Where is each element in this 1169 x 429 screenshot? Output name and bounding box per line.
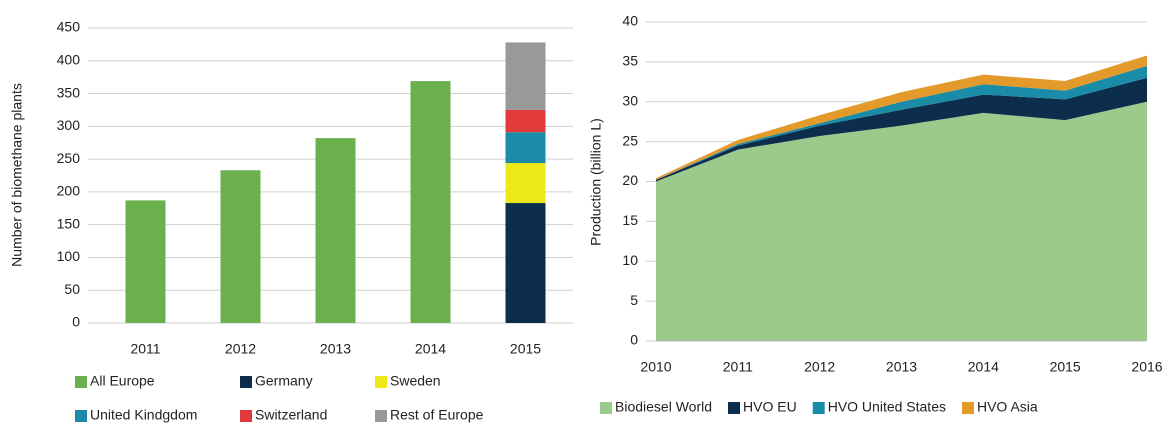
bar-segment xyxy=(505,109,546,133)
y-axis-label: Number of biomethane plants xyxy=(9,83,25,267)
area xyxy=(656,55,1147,180)
legend-swatch xyxy=(375,376,387,388)
y-tick-label: 40 xyxy=(622,13,638,29)
legend-label: Rest of Europe xyxy=(390,407,484,423)
legend-swatch xyxy=(812,402,825,414)
y-tick-label: 450 xyxy=(57,19,81,35)
y-tick-label: 35 xyxy=(622,53,638,69)
x-tick-label: 2015 xyxy=(1050,359,1081,375)
y-tick-label: 100 xyxy=(57,248,81,264)
x-tick-label: 2011 xyxy=(130,341,160,357)
x-tick-label: 2011 xyxy=(723,359,753,375)
legend-label: Germany xyxy=(255,373,313,389)
legend-swatch xyxy=(728,402,741,414)
bar-segment xyxy=(220,170,261,323)
legend-swatch xyxy=(240,410,252,422)
y-tick-label: 200 xyxy=(57,183,81,199)
x-tick-label: 2014 xyxy=(968,359,999,375)
y-tick-label: 250 xyxy=(57,150,81,166)
y-tick-label: 25 xyxy=(622,132,638,148)
x-tick-label: 2014 xyxy=(415,341,446,357)
legend-label: Sweden xyxy=(390,373,441,389)
bar-segment xyxy=(505,42,546,110)
legend-swatch xyxy=(961,402,974,414)
y-tick-label: 300 xyxy=(57,117,81,133)
legend-swatch xyxy=(75,410,87,422)
x-tick-label: 2012 xyxy=(804,359,835,375)
legend-swatch xyxy=(240,376,252,388)
legend-swatch xyxy=(600,402,612,414)
y-tick-label: 5 xyxy=(630,292,638,308)
bar-segment xyxy=(505,132,546,164)
bar-segment xyxy=(315,138,356,323)
y-tick-label: 30 xyxy=(622,92,638,108)
legend-swatch xyxy=(375,410,387,422)
y-tick-label: 350 xyxy=(57,84,81,100)
area xyxy=(656,77,1147,182)
area xyxy=(656,65,1147,180)
area xyxy=(656,101,1147,341)
legend-label: United Kindgdom xyxy=(90,407,197,423)
y-tick-label: 0 xyxy=(630,332,638,348)
legend-label: All Europe xyxy=(90,373,155,389)
x-tick-label: 2013 xyxy=(886,359,917,375)
legend-swatch xyxy=(75,376,87,388)
y-tick-label: 20 xyxy=(622,172,638,188)
y-tick-label: 400 xyxy=(57,51,81,67)
y-tick-label: 150 xyxy=(57,215,81,231)
bar-segment xyxy=(410,81,451,323)
x-tick-label: 2013 xyxy=(320,341,351,357)
legend-label: Switzerland xyxy=(255,407,327,423)
x-tick-label: 2015 xyxy=(510,341,541,357)
bar-segment xyxy=(125,200,166,323)
bar-segment xyxy=(505,163,546,204)
x-tick-label: 2016 xyxy=(1131,359,1162,375)
legend-label: HVO EU xyxy=(743,399,797,415)
bar-segment xyxy=(505,203,546,323)
legend-label: Biodiesel World xyxy=(615,399,712,415)
y-tick-label: 50 xyxy=(64,281,80,297)
y-tick-label: 15 xyxy=(622,212,638,228)
legend-label: HVO United States xyxy=(828,399,946,415)
legend-label: HVO Asia xyxy=(977,399,1038,415)
x-tick-label: 2010 xyxy=(640,359,671,375)
y-axis-label: Production (billion L) xyxy=(588,118,604,246)
y-tick-label: 0 xyxy=(72,314,80,330)
x-tick-label: 2012 xyxy=(225,341,256,357)
y-tick-label: 10 xyxy=(622,252,638,268)
